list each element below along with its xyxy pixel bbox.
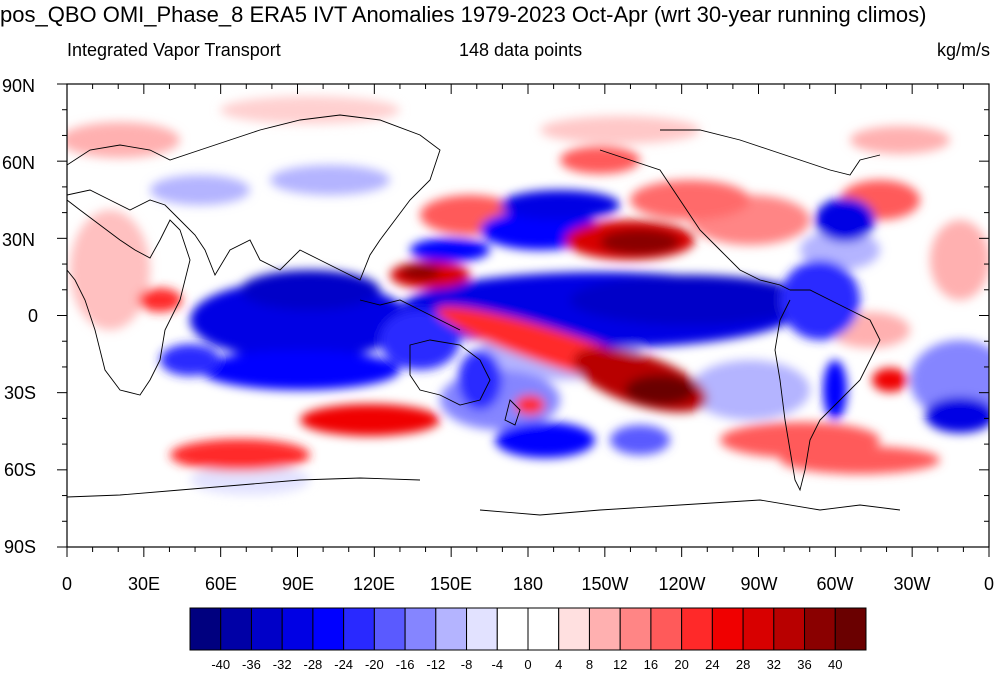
colorbar	[189, 607, 867, 651]
colorbar-box	[834, 607, 867, 651]
x-tick-label: 90E	[282, 574, 314, 594]
colorbar-label: 32	[767, 657, 781, 672]
x-tick-label: 30W	[893, 574, 930, 594]
y-tick-label: 30N	[2, 230, 35, 250]
colorbar-label: -12	[426, 657, 445, 672]
colorbar-box	[435, 607, 468, 651]
colorbar-box	[343, 607, 375, 651]
colorbar-box	[373, 607, 406, 651]
colorbar-box	[527, 607, 560, 651]
colorbar-label: 20	[674, 657, 688, 672]
colorbar-label: -28	[304, 657, 323, 672]
colorbar-label: -16	[396, 657, 415, 672]
y-axis: 90N 60N 30N 0 30S 60S 90S	[2, 76, 38, 557]
colorbar-label: -40	[211, 657, 230, 672]
colorbar-label: 12	[613, 657, 627, 672]
colorbar-box	[466, 607, 498, 651]
anomaly-field	[67, 84, 989, 547]
colorbar-label: -36	[242, 657, 261, 672]
y-tick-label: 30S	[4, 383, 36, 403]
variable-label: Integrated Vapor Transport	[67, 40, 281, 60]
y-tick-label: 60S	[4, 460, 36, 480]
y-tick-label: 60N	[2, 153, 35, 173]
y-tick-label: 90S	[4, 537, 36, 557]
colorbar-box	[619, 607, 652, 651]
colorbar-box	[404, 607, 437, 651]
colorbar-labels: -40 -36 -32 -28 -24 -20 -16 -12 -8 -4 0 4 8 12 16 20 24 2…	[211, 657, 842, 672]
x-tick-label: 60W	[816, 574, 853, 594]
colorbar-box	[650, 607, 683, 651]
x-axis: 0 30E 60E 90E 120E 150E 180 150W 120W 90…	[62, 574, 994, 594]
colorbar-box	[189, 607, 222, 651]
colorbar-label: 8	[586, 657, 593, 672]
colorbar-box	[281, 607, 314, 651]
colorbar-label: 16	[644, 657, 658, 672]
x-tick-label: 120W	[658, 574, 705, 594]
y-tick-label: 90N	[2, 76, 35, 96]
x-tick-label: 60E	[205, 574, 237, 594]
x-tick-label: 150E	[430, 574, 472, 594]
colorbar-box	[681, 607, 713, 651]
figure-title: pos_QBO OMI_Phase_8 ERA5 IVT Anomalies 1…	[0, 2, 927, 27]
colorbar-label: -32	[273, 657, 292, 672]
colorbar-box	[773, 607, 806, 651]
colorbar-label: 4	[555, 657, 562, 672]
colorbar-label: 0	[524, 657, 531, 672]
y-tick-label: 0	[28, 306, 38, 326]
colorbar-label: 28	[736, 657, 750, 672]
colorbar-box	[220, 607, 252, 651]
colorbar-label: -4	[491, 657, 503, 672]
data-points-label: 148 data points	[459, 40, 583, 60]
coastlines	[67, 114, 901, 516]
colorbar-label: -20	[365, 657, 384, 672]
colorbar-label: -24	[334, 657, 353, 672]
colorbar-box	[742, 607, 775, 651]
units-label: kg/m/s	[936, 40, 990, 60]
x-tick-label: 120E	[353, 574, 395, 594]
x-tick-label: 30E	[128, 574, 160, 594]
x-tick-label: 150W	[581, 574, 628, 594]
colorbar-box	[496, 607, 529, 651]
x-tick-label: 180	[513, 574, 543, 594]
colorbar-label: 24	[705, 657, 719, 672]
colorbar-box	[312, 607, 345, 651]
x-tick-label: 0	[984, 574, 994, 594]
colorbar-box	[250, 607, 283, 651]
colorbar-box	[804, 607, 836, 651]
colorbar-label: -8	[461, 657, 473, 672]
colorbar-box	[558, 607, 590, 651]
colorbar-box	[588, 607, 621, 651]
x-tick-label: 0	[62, 574, 72, 594]
x-tick-label: 90W	[740, 574, 777, 594]
colorbar-label: 36	[797, 657, 811, 672]
colorbar-label: 40	[828, 657, 842, 672]
colorbar-box	[711, 607, 744, 651]
